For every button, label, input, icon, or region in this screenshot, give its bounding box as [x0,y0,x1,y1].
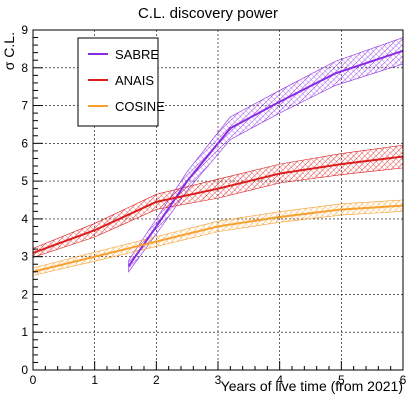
y-tick-label: 8 [21,61,28,75]
legend-box [77,37,159,127]
cosine-series-line [32,204,404,273]
y-tick-labels: 0 1 2 3 4 5 6 7 8 9 [21,23,28,377]
y-tick-label: 2 [21,287,28,301]
y-tick-label: 5 [21,174,28,188]
y-tick-label: 4 [21,212,28,226]
x-tick-label: 3 [215,373,222,387]
x-tick-label: 5 [338,373,345,387]
x-tick-label: 2 [153,373,160,387]
legend-label-anais: ANAIS [115,73,154,88]
chart-title: C.L. discovery power [138,5,278,22]
legend-label-cosine: COSINE [115,99,165,114]
y-tick-label: 7 [21,99,28,113]
x-tick-label: 1 [91,373,98,387]
legend: SABRE ANAIS COSINE [77,37,165,127]
y-tick-label: 1 [21,325,28,339]
sabre-series-line [127,49,404,267]
y-axis-label: σ C.L. [1,32,17,70]
y-tick-label: 3 [21,250,28,264]
anais-series-line [32,155,404,254]
x-tick-labels: 0 1 2 3 4 5 6 [30,373,407,387]
x-axis-label: Years of live time (from 2021) [221,378,403,394]
y-tick-label: 9 [21,23,28,37]
y-tick-label: 0 [21,363,28,377]
x-tick-label: 6 [400,373,407,387]
axis-ticks [32,29,404,371]
legend-label-sabre: SABRE [115,47,159,62]
x-tick-label: 4 [276,373,283,387]
series-lines [32,49,404,273]
x-tick-label: 0 [30,373,37,387]
y-tick-label: 6 [21,136,28,150]
